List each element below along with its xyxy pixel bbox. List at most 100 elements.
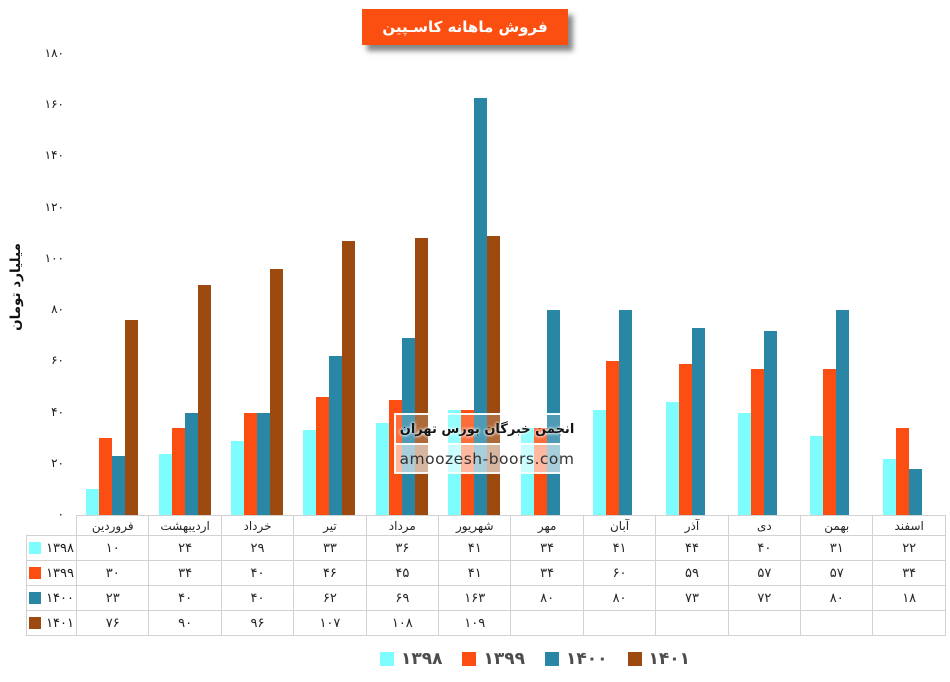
cell-1398-month-6: ۴۱ bbox=[438, 535, 512, 561]
cell-1400-month-9: ۷۳ bbox=[655, 585, 729, 611]
cell-1398-month-7: ۳۴ bbox=[510, 535, 584, 561]
month-header-8: آبان bbox=[582, 515, 657, 536]
cell-1401-month-8 bbox=[582, 610, 657, 636]
cell-1401-month-9 bbox=[655, 610, 729, 636]
row-label-1400: ۱۴۰۰ bbox=[26, 585, 77, 611]
bar-1398-month-9 bbox=[665, 402, 679, 515]
bar-1398-month-8 bbox=[593, 410, 607, 515]
cell-1401-month-12 bbox=[872, 610, 946, 636]
table-row-1400: ۱۴۰۰ ۲۳ ۴۰ ۴۰ ۶۲ ۶۹ ۱۶۳ ۸۰ ۸۰ ۷۳ ۷۲ ۸۰ ۱۸ bbox=[26, 585, 946, 611]
bar-1399-month-12 bbox=[895, 427, 909, 515]
y-tick-label-120: ۱۲۰ bbox=[44, 199, 64, 214]
watermark-top: انجمن خبرگان بورس تهران bbox=[396, 415, 578, 443]
bar-1399-month-8 bbox=[606, 361, 620, 515]
cell-1399-month-8: ۶۰ bbox=[582, 560, 657, 586]
table-row-1398: ۱۳۹۸ ۱۰ ۲۴ ۲۹ ۳۳ ۳۶ ۴۱ ۳۴ ۴۱ ۴۴ ۴۰ ۳۱ ۲۲ bbox=[26, 535, 946, 561]
month-header-12: اسفند bbox=[872, 515, 946, 536]
legend-swatch-1400 bbox=[545, 652, 559, 666]
y-axis: ۰ ۲۰ ۴۰ ۶۰ ۸۰ ۱۰۰ ۱۲۰ ۱۴۰ ۱۶۰ ۱۸۰ bbox=[0, 0, 66, 540]
cell-1400-month-2: ۴۰ bbox=[148, 585, 222, 611]
y-axis-title: میلیارد تومان bbox=[8, 243, 24, 331]
bar-1399-month-10 bbox=[750, 369, 764, 515]
data-table: فروردین اردیبهشت خرداد تیر مرداد شهریور مهر آبا… bbox=[26, 515, 946, 636]
month-header-3: خرداد bbox=[220, 515, 295, 536]
legend-swatch-1398 bbox=[379, 652, 394, 666]
legend-item-1399: ۱۳۹۹ bbox=[462, 649, 525, 669]
cell-1398-month-3: ۲۹ bbox=[220, 535, 295, 561]
y-tick-label-140: ۱۴۰ bbox=[44, 148, 64, 163]
legend-label-1400: ۱۴۰۰ bbox=[566, 649, 608, 669]
bar-1398-month-2 bbox=[158, 453, 172, 515]
cell-1400-month-3: ۴۰ bbox=[220, 585, 295, 611]
y-tick-label-40: ۴۰ bbox=[51, 404, 64, 419]
legend-key-swatch-1399 bbox=[29, 567, 41, 579]
cell-1401-month-1: ۷۶ bbox=[75, 610, 150, 636]
bar-1400-month-10 bbox=[763, 330, 777, 515]
cell-1400-month-5: ۶۹ bbox=[365, 585, 440, 611]
y-tick-label-100: ۱۰۰ bbox=[44, 250, 64, 265]
cell-1401-month-11 bbox=[800, 610, 874, 636]
legend-item-1400: ۱۴۰۰ bbox=[545, 649, 608, 669]
month-header-9: آذر bbox=[655, 515, 729, 536]
bar-1399-month-9 bbox=[678, 363, 692, 515]
bar-1401-month-1 bbox=[125, 320, 139, 515]
cell-1398-month-4: ۳۳ bbox=[293, 535, 367, 561]
row-year-label: ۱۳۹۸ bbox=[46, 540, 74, 556]
month-header-11: بهمن bbox=[800, 515, 874, 536]
bar-1399-month-3 bbox=[244, 412, 258, 515]
title-banner: فروش ماهانه کاسـپین bbox=[362, 9, 568, 45]
cell-1399-month-5: ۴۵ bbox=[365, 560, 440, 586]
cell-1400-month-12: ۱۸ bbox=[872, 585, 946, 611]
bar-1398-month-3 bbox=[231, 440, 245, 515]
bar-1399-month-11 bbox=[823, 369, 837, 515]
bar-1400-month-12 bbox=[908, 468, 922, 515]
month-header-4: تیر bbox=[293, 515, 367, 536]
cell-1401-month-3: ۹۶ bbox=[220, 610, 295, 636]
y-tick-label-160: ۱۶۰ bbox=[44, 97, 64, 112]
watermark-org-text: انجمن خبرگان بورس تهران bbox=[399, 421, 575, 437]
cell-1401-month-4: ۱۰۷ bbox=[293, 610, 367, 636]
watermark-site-text: amoozesh-boors.com bbox=[399, 449, 575, 468]
watermark: انجمن خبرگان بورس تهران amoozesh-boors.c… bbox=[394, 413, 580, 474]
bar-1400-month-4 bbox=[329, 356, 343, 515]
bar-1399-month-1 bbox=[99, 438, 113, 515]
cell-1401-month-5: ۱۰۸ bbox=[365, 610, 440, 636]
bar-1399-month-4 bbox=[316, 397, 330, 515]
cell-1400-month-11: ۸۰ bbox=[800, 585, 874, 611]
cell-1398-month-2: ۲۴ bbox=[148, 535, 222, 561]
bar-1400-month-11 bbox=[836, 310, 850, 515]
cell-1399-month-2: ۳۴ bbox=[148, 560, 222, 586]
cell-1400-month-1: ۲۳ bbox=[75, 585, 150, 611]
legend-key-swatch-1401 bbox=[29, 617, 41, 629]
cell-1401-month-10 bbox=[727, 610, 802, 636]
month-header-7: مهر bbox=[510, 515, 584, 536]
bar-1400-month-6 bbox=[474, 97, 488, 515]
cell-1401-month-7 bbox=[510, 610, 584, 636]
cell-1400-month-8: ۸۰ bbox=[582, 585, 657, 611]
bar-1398-month-5 bbox=[375, 422, 389, 515]
legend-label-1399: ۱۳۹۹ bbox=[483, 649, 525, 669]
bar-1398-month-11 bbox=[810, 435, 824, 515]
bar-1401-month-4 bbox=[342, 240, 356, 515]
bar-1400-month-1 bbox=[112, 456, 126, 515]
cell-1400-month-4: ۶۲ bbox=[293, 585, 367, 611]
table-header-row: فروردین اردیبهشت خرداد تیر مرداد شهریور مهر آبا… bbox=[27, 515, 946, 536]
cell-1398-month-12: ۲۲ bbox=[872, 535, 946, 561]
month-header-2: اردیبهشت bbox=[148, 515, 222, 536]
legend-label-1401: ۱۴۰۱ bbox=[648, 649, 691, 669]
bar-1398-month-12 bbox=[882, 458, 896, 515]
cell-1399-month-4: ۴۶ bbox=[293, 560, 367, 586]
month-header-1: فروردین bbox=[75, 515, 150, 536]
cell-1398-month-1: ۱۰ bbox=[75, 535, 150, 561]
cell-1398-month-9: ۴۴ bbox=[655, 535, 729, 561]
cell-1399-month-9: ۵۹ bbox=[655, 560, 729, 586]
bar-1400-month-3 bbox=[257, 412, 271, 515]
row-label-1401: ۱۴۰۱ bbox=[26, 610, 77, 636]
bar-1398-month-1 bbox=[86, 489, 100, 515]
row-label-1399: ۱۳۹۹ bbox=[26, 560, 77, 586]
legend-swatch-1399 bbox=[462, 652, 477, 666]
legend-swatch-1401 bbox=[627, 652, 642, 666]
y-tick-label-20: ۲۰ bbox=[51, 455, 64, 470]
watermark-bottom: amoozesh-boors.com bbox=[396, 443, 578, 472]
